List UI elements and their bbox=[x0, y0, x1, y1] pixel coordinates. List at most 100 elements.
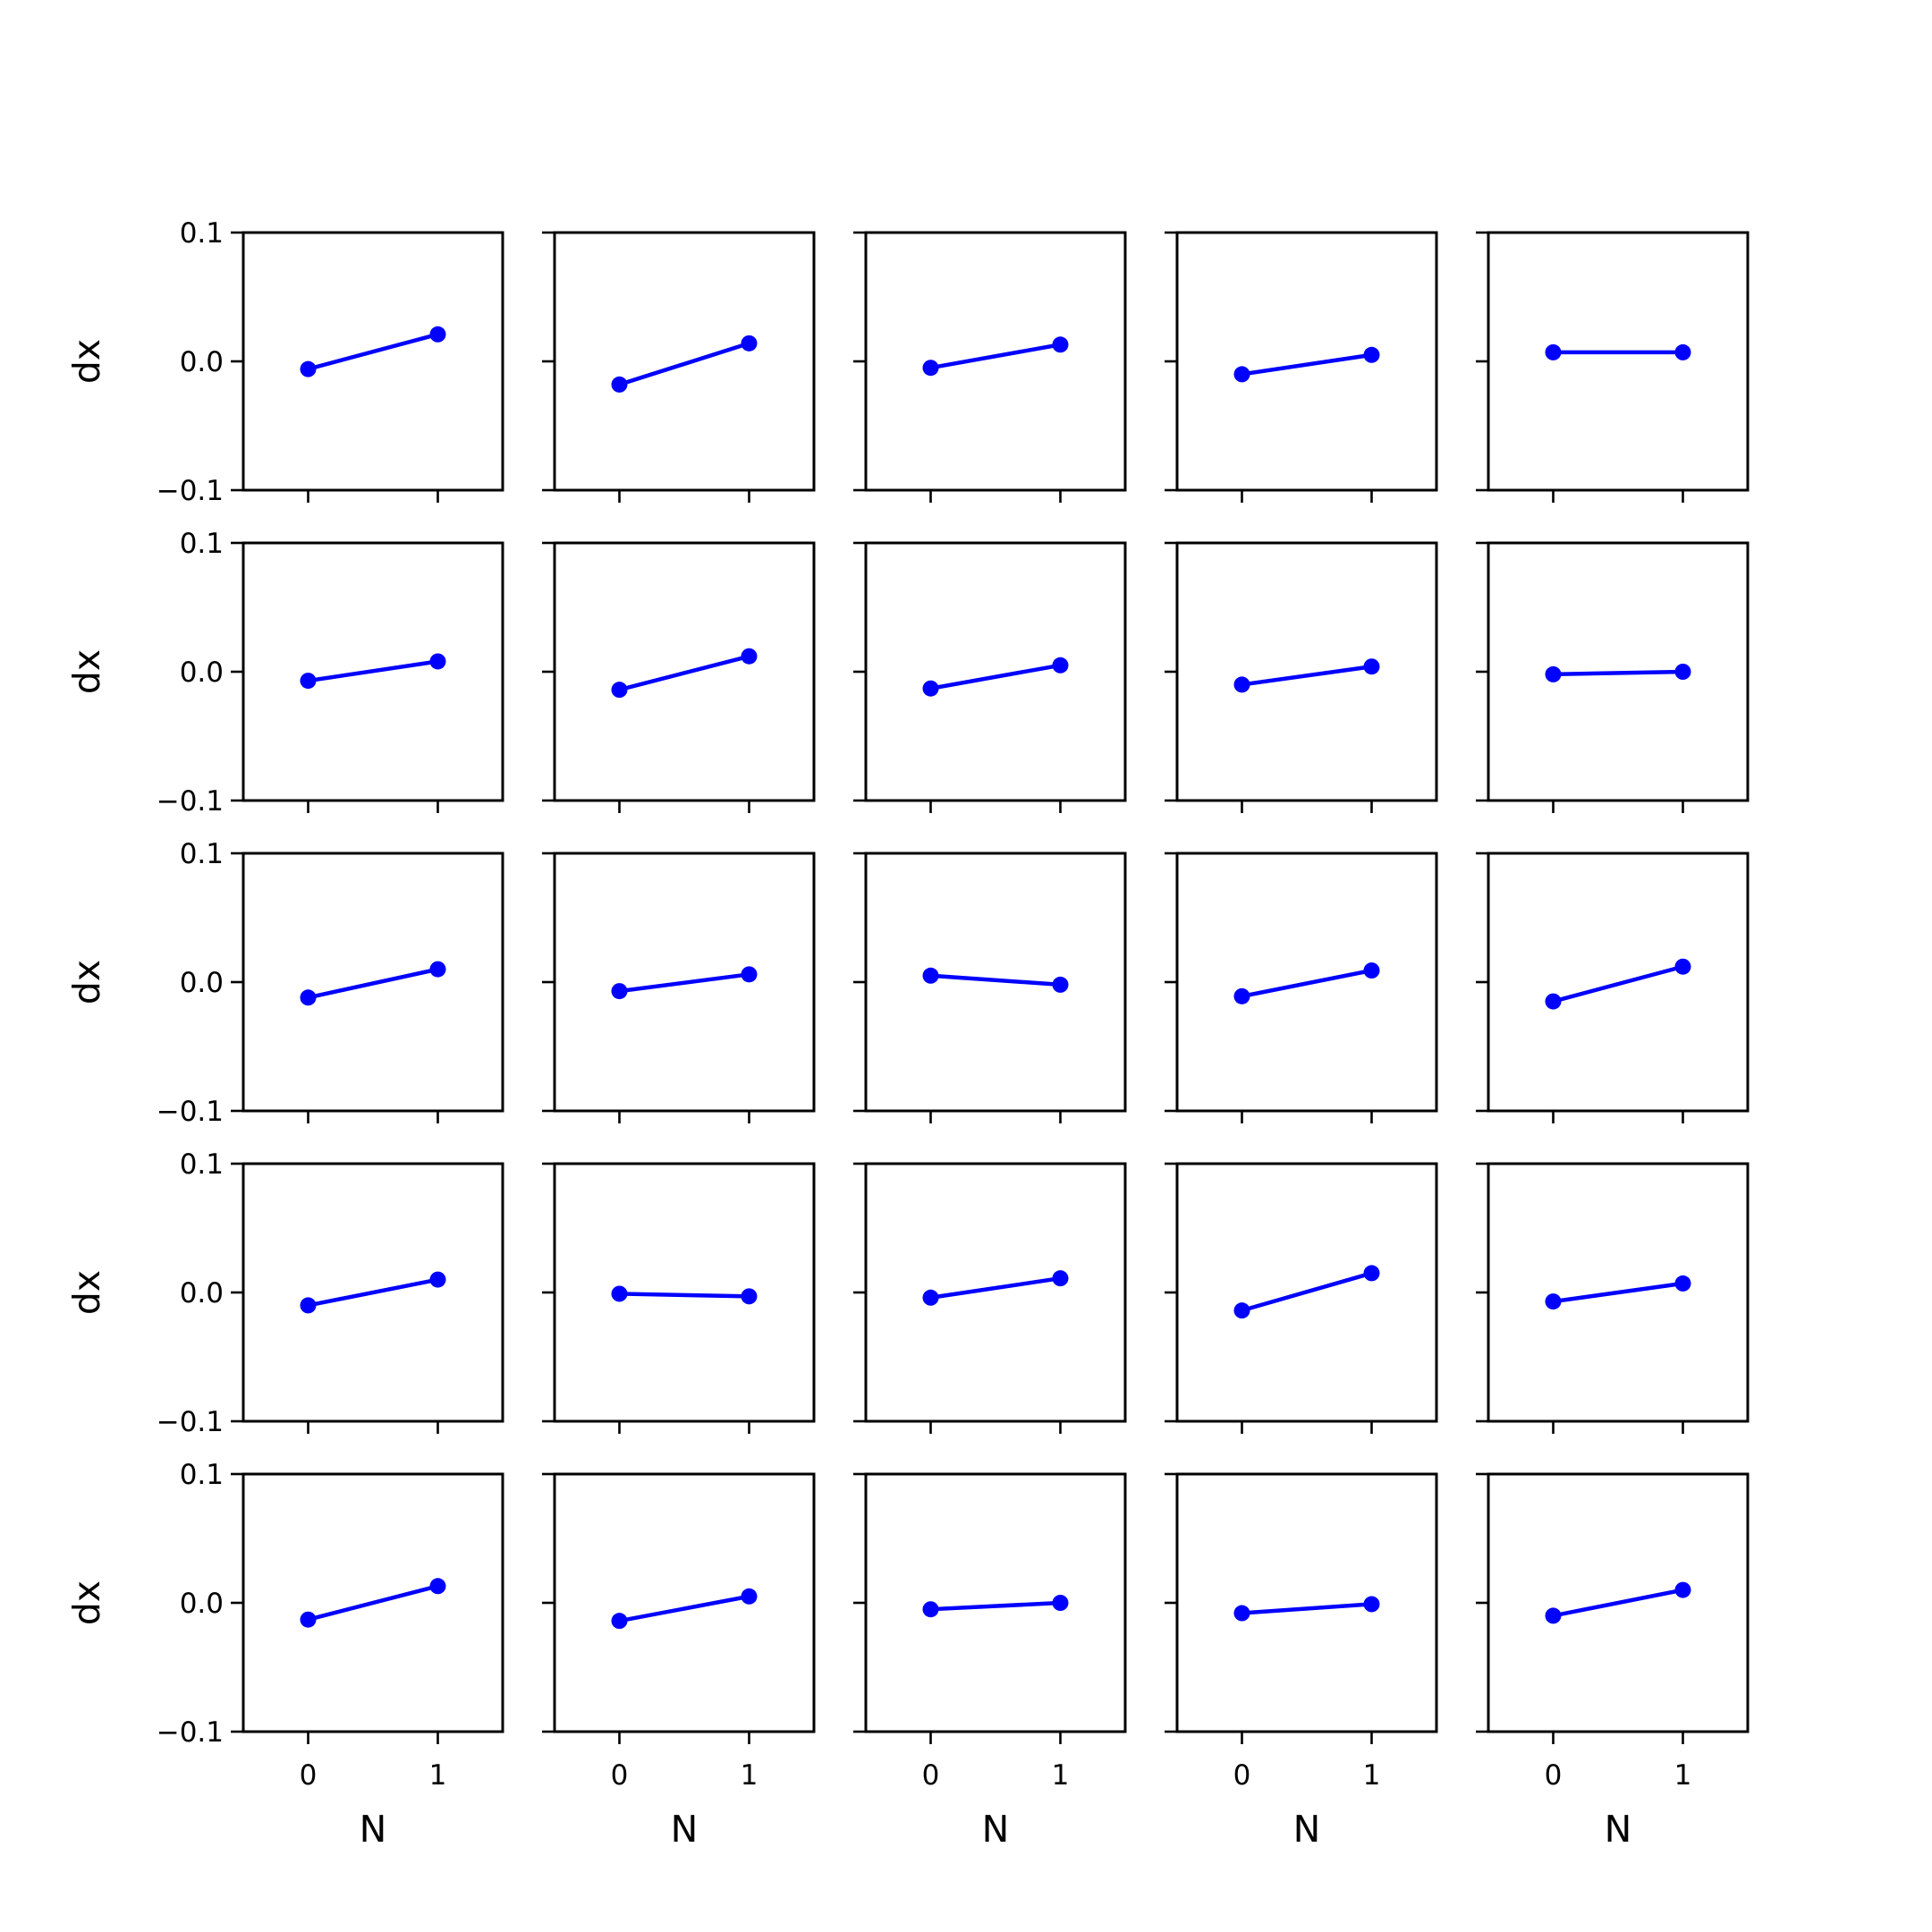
plot-frame bbox=[1487, 231, 1750, 492]
plot-frame bbox=[864, 1162, 1127, 1423]
subplot-r5-c1: 0.1 0.0 −0.1 0 1 dx N bbox=[65, 1459, 504, 1851]
plot-frame bbox=[553, 1472, 816, 1733]
series-line bbox=[928, 973, 1063, 987]
x-axis-label: N bbox=[360, 1808, 387, 1851]
series-line bbox=[1239, 1270, 1375, 1313]
data-point bbox=[1545, 993, 1562, 1010]
series-line bbox=[305, 658, 441, 683]
subplot-r4-c1: 0.1 0.0 −0.1 dx bbox=[65, 1148, 504, 1438]
data-point bbox=[1545, 1293, 1562, 1310]
subplot-r1-c4 bbox=[1165, 231, 1438, 503]
data-point bbox=[741, 335, 758, 352]
series-line bbox=[1239, 968, 1375, 999]
y-axis-label: dx bbox=[65, 339, 108, 384]
plot-frame bbox=[1175, 541, 1438, 802]
data-point bbox=[741, 966, 758, 983]
y-tick-label: 0.1 bbox=[180, 1148, 224, 1181]
x-tick-label: 0 bbox=[1545, 1759, 1563, 1792]
subplot-r4-c5 bbox=[1476, 1162, 1750, 1434]
data-point bbox=[1674, 958, 1691, 975]
x-axis-label: N bbox=[1605, 1808, 1632, 1851]
y-tick-label: −0.1 bbox=[157, 785, 224, 818]
x-tick-label: 1 bbox=[1052, 1759, 1070, 1792]
y-tick-label: 0.0 bbox=[180, 967, 224, 999]
subplot-r1-c2 bbox=[542, 231, 816, 503]
subplot-r3-c4 bbox=[1165, 852, 1438, 1123]
y-tick-label: 0.1 bbox=[180, 838, 224, 870]
y-tick-label: −0.1 bbox=[157, 1406, 224, 1438]
y-tick-label: 0.0 bbox=[180, 657, 224, 689]
subplot-r3-c5 bbox=[1476, 852, 1750, 1123]
series-line bbox=[616, 1594, 752, 1623]
data-point bbox=[611, 682, 628, 699]
y-axis-label: dx bbox=[65, 1580, 108, 1625]
data-point bbox=[741, 1588, 758, 1605]
plot-frame bbox=[1175, 1472, 1438, 1733]
y-tick-label: 0.1 bbox=[180, 528, 224, 560]
data-point bbox=[1674, 664, 1691, 680]
data-point bbox=[1233, 366, 1250, 383]
x-tick-label: 1 bbox=[741, 1759, 758, 1792]
data-point bbox=[1363, 1596, 1380, 1613]
y-axis-label: dx bbox=[65, 960, 108, 1004]
x-axis-label: N bbox=[1293, 1808, 1321, 1851]
subplot-r4-c3 bbox=[853, 1162, 1127, 1434]
y-tick-label: 0.0 bbox=[180, 1277, 224, 1309]
y-tick-label: −0.1 bbox=[157, 1096, 224, 1128]
data-point bbox=[300, 1297, 317, 1314]
data-point bbox=[611, 983, 628, 1000]
series-line bbox=[928, 342, 1063, 370]
subplot-r5-c5: 0 1 N bbox=[1476, 1472, 1750, 1851]
series-line bbox=[305, 1276, 441, 1309]
data-point bbox=[429, 1578, 446, 1595]
data-point bbox=[429, 961, 446, 978]
data-point bbox=[1052, 976, 1069, 993]
subplot-r2-c1: 0.1 0.0 −0.1 dx bbox=[65, 528, 504, 818]
plot-frame bbox=[1175, 231, 1438, 492]
y-tick-label: −0.1 bbox=[157, 1716, 224, 1749]
data-point bbox=[1674, 1581, 1691, 1598]
data-point bbox=[1233, 1302, 1250, 1319]
series-line bbox=[1550, 1281, 1686, 1304]
data-point bbox=[429, 326, 446, 343]
plot-frame bbox=[242, 231, 504, 492]
series-line bbox=[305, 966, 441, 1000]
series-line bbox=[1239, 664, 1375, 687]
subplot-r5-c2: 0 1 N bbox=[542, 1472, 816, 1851]
data-point bbox=[300, 989, 317, 1006]
data-point bbox=[741, 648, 758, 665]
series-line bbox=[1240, 1602, 1374, 1615]
series-line bbox=[1550, 963, 1686, 1004]
data-point bbox=[1052, 1595, 1069, 1611]
data-point bbox=[1052, 657, 1069, 674]
series-line bbox=[928, 1275, 1063, 1301]
plot-frame bbox=[553, 231, 816, 492]
data-point bbox=[922, 680, 939, 697]
series-line bbox=[616, 341, 752, 387]
series-line bbox=[616, 653, 752, 692]
x-axis-label: N bbox=[982, 1808, 1010, 1851]
data-point bbox=[611, 1285, 628, 1302]
series-line bbox=[305, 332, 441, 372]
series-line bbox=[928, 663, 1063, 691]
data-point bbox=[611, 1613, 628, 1630]
y-axis-label: dx bbox=[65, 649, 108, 694]
subplot-r1-c3 bbox=[853, 231, 1127, 503]
plot-frame bbox=[864, 541, 1127, 802]
x-tick-label: 0 bbox=[611, 1759, 629, 1792]
subplot-r3-c2 bbox=[542, 852, 816, 1123]
data-point bbox=[300, 1611, 317, 1628]
series-line bbox=[617, 1292, 751, 1299]
x-tick-label: 0 bbox=[1233, 1759, 1251, 1792]
series-line bbox=[1239, 352, 1375, 377]
series-line bbox=[1550, 1587, 1686, 1619]
subplot-r3-c3 bbox=[853, 852, 1127, 1123]
data-point bbox=[922, 967, 939, 984]
series-line bbox=[1551, 669, 1685, 677]
data-point bbox=[300, 673, 317, 690]
data-point bbox=[1052, 336, 1069, 353]
subplot-r5-c4: 0 1 N bbox=[1165, 1472, 1438, 1851]
plot-frame bbox=[864, 1472, 1127, 1733]
subplot-r4-c2 bbox=[542, 1162, 816, 1434]
